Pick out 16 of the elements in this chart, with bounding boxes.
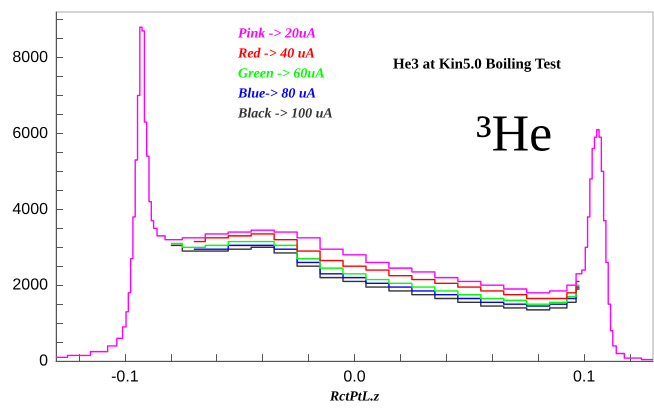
x-tick-label: 0.1 — [572, 368, 596, 386]
text: Red -> 40 uA — [237, 46, 315, 62]
text: Pink -> 20uA — [238, 26, 316, 42]
y-tick-label: 6000 — [12, 124, 48, 142]
text: Black -> 100 uA — [237, 106, 333, 122]
x-tick-label: -0.1 — [111, 368, 139, 386]
x-tick-label: 0.0 — [343, 368, 366, 386]
text: He3 at Kin5.0 Boiling Test — [393, 56, 561, 72]
y-tick-label: 8000 — [12, 49, 48, 66]
y-tick-label: 0 — [39, 352, 48, 370]
text: Green -> 60uA — [238, 66, 325, 82]
y-tick-label: 2000 — [12, 276, 48, 294]
text: Blue-> 80 uA — [237, 86, 316, 102]
x-axis-title: RctPtL.z — [328, 390, 380, 404]
y-tick-label: 4000 — [12, 200, 48, 218]
annotation: ³He — [476, 106, 552, 162]
